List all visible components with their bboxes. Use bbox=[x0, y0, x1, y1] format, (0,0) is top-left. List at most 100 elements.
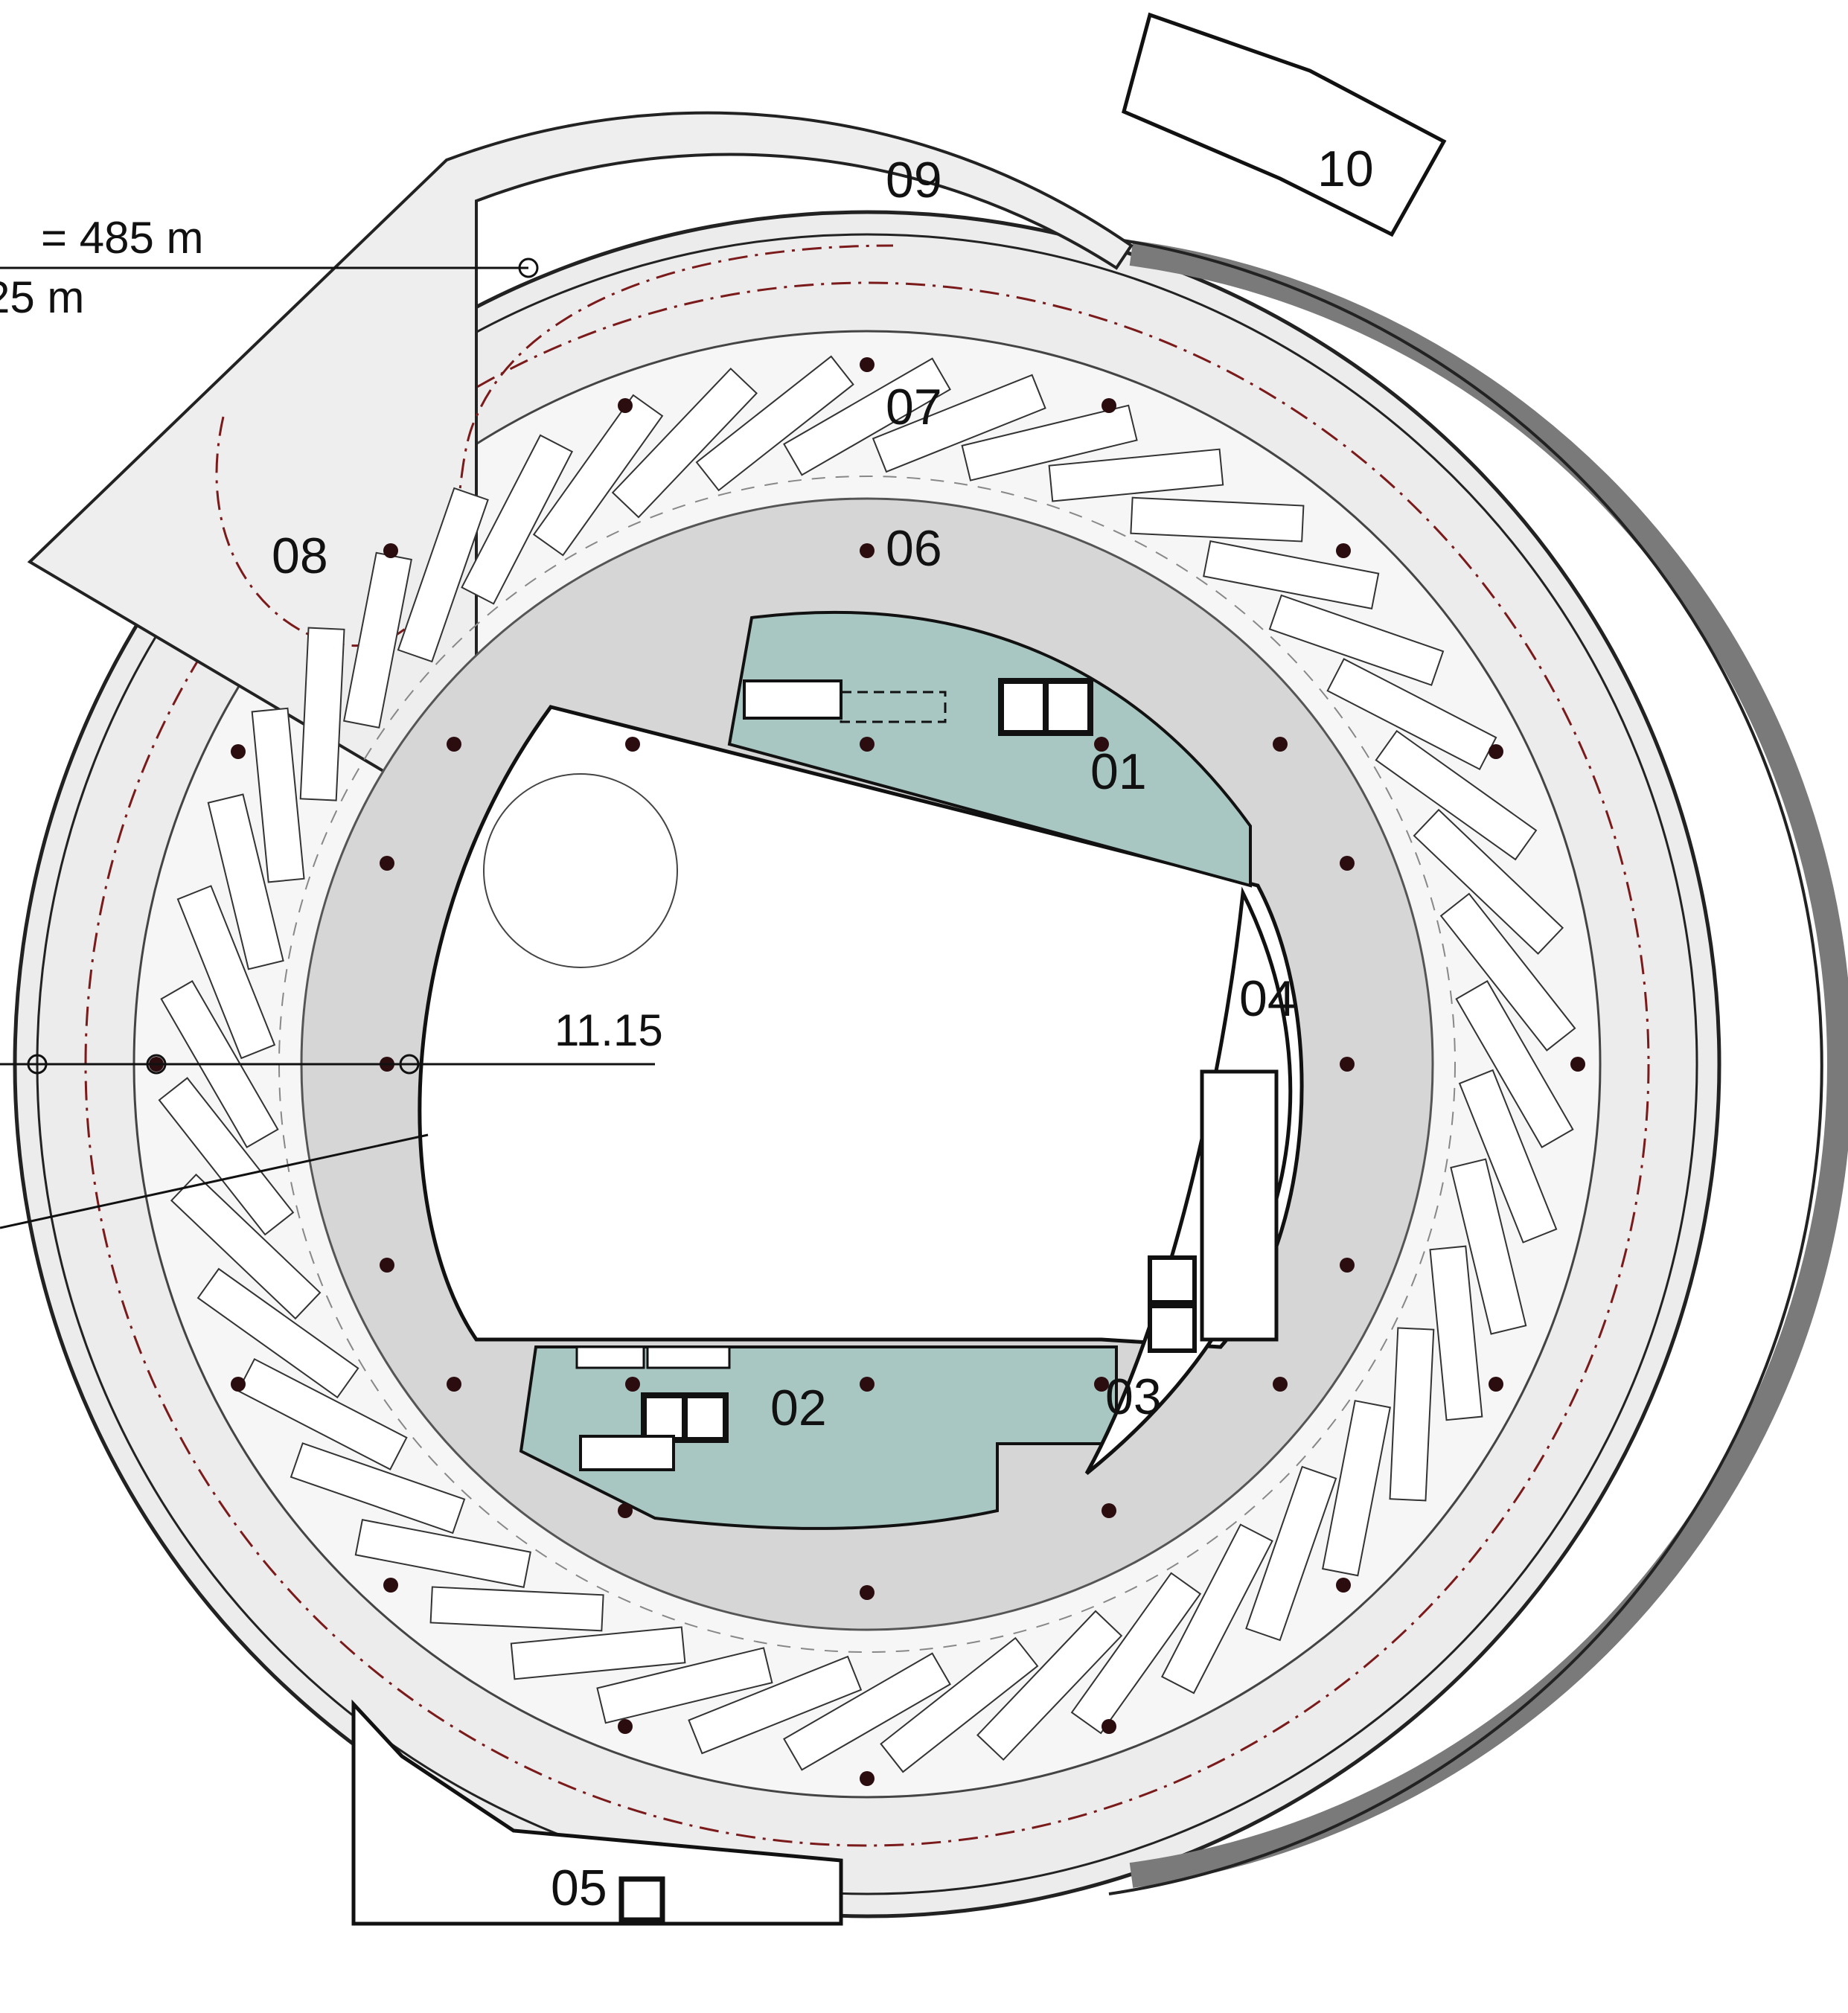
section-lines bbox=[0, 257, 655, 1229]
column bbox=[1273, 1377, 1288, 1392]
parking-bay bbox=[1160, 1523, 1273, 1694]
parking-bay bbox=[872, 374, 1046, 473]
parking-bay bbox=[1322, 1400, 1391, 1577]
parking-bay bbox=[961, 404, 1138, 481]
upper-ramp-sector bbox=[27, 111, 1134, 829]
column bbox=[1570, 1057, 1585, 1072]
annotation-top: = 485 m bbox=[41, 213, 203, 263]
room-label-02: 02 bbox=[770, 1380, 827, 1436]
parking-bay bbox=[783, 357, 951, 476]
column bbox=[860, 1585, 875, 1600]
stair-icon bbox=[575, 1345, 731, 1471]
stair-icon bbox=[743, 679, 947, 723]
parking-bay bbox=[1413, 808, 1564, 956]
parking-bay bbox=[880, 1636, 1039, 1773]
elevator-icon bbox=[998, 678, 1093, 736]
column bbox=[860, 543, 875, 558]
parking-bay bbox=[1245, 1465, 1337, 1642]
parking-bay bbox=[1375, 729, 1538, 861]
service-block-05 bbox=[351, 1699, 843, 1926]
parking-bay bbox=[158, 1077, 295, 1236]
room-label-01: 01 bbox=[1090, 743, 1147, 800]
column-marker-icon bbox=[146, 1054, 167, 1075]
elevator-icon bbox=[641, 1392, 729, 1443]
parking-bay bbox=[532, 394, 664, 557]
annotation-second: 25 m bbox=[0, 272, 84, 322]
parking-bay bbox=[510, 1626, 686, 1680]
column bbox=[625, 737, 640, 752]
parking-bay bbox=[299, 627, 345, 801]
outer-wall-band-edge bbox=[1108, 237, 1823, 1895]
column bbox=[231, 744, 246, 759]
column bbox=[1489, 1377, 1503, 1392]
parking-bay bbox=[611, 367, 758, 519]
room-label-06: 06 bbox=[886, 520, 942, 577]
column bbox=[618, 398, 633, 413]
column bbox=[1094, 737, 1109, 752]
column bbox=[383, 1578, 398, 1593]
elevator-icon bbox=[618, 1876, 665, 1923]
column bbox=[618, 1719, 633, 1734]
service-room-03 bbox=[1148, 1069, 1279, 1353]
column-marker-icon bbox=[399, 1054, 420, 1075]
column bbox=[1102, 1719, 1116, 1734]
column bbox=[1273, 737, 1288, 752]
parking-bay bbox=[290, 1442, 466, 1534]
parking-bay bbox=[976, 1610, 1123, 1761]
column bbox=[1102, 398, 1116, 413]
parking-bay bbox=[196, 1267, 359, 1399]
parking-bay bbox=[688, 1655, 863, 1755]
column bbox=[625, 1377, 640, 1392]
room-label-04: 04 bbox=[1239, 970, 1296, 1027]
parking-bay bbox=[783, 1652, 951, 1771]
void-circle bbox=[483, 773, 678, 968]
column bbox=[1340, 1057, 1355, 1072]
parking-bay bbox=[354, 1519, 531, 1588]
room-label-09: 09 bbox=[886, 152, 942, 208]
parking-bay bbox=[1326, 658, 1497, 771]
column bbox=[380, 1258, 394, 1273]
parking-bay bbox=[207, 793, 284, 970]
parking-bay bbox=[429, 1586, 604, 1632]
column-marker-icon bbox=[27, 1054, 48, 1075]
column bbox=[860, 1771, 875, 1786]
parking-bay bbox=[251, 707, 305, 883]
service-block-10 bbox=[1122, 12, 1447, 237]
parking-bay bbox=[1455, 980, 1574, 1148]
parking-bay bbox=[1389, 1327, 1435, 1502]
column bbox=[1094, 1377, 1109, 1392]
central-void bbox=[418, 705, 1304, 1349]
column-marker-icon bbox=[518, 257, 539, 278]
room-label-03: 03 bbox=[1105, 1369, 1162, 1425]
column bbox=[1340, 1258, 1355, 1273]
room-label-10: 10 bbox=[1317, 141, 1374, 197]
room-label-05: 05 bbox=[551, 1860, 607, 1916]
parking-bay bbox=[397, 487, 489, 663]
column bbox=[860, 737, 875, 752]
elevation-label: 11.15 bbox=[554, 1005, 663, 1055]
parking-bay bbox=[596, 1647, 773, 1724]
parking-bay bbox=[1268, 594, 1445, 686]
column bbox=[1102, 1503, 1116, 1518]
column bbox=[447, 737, 461, 752]
column bbox=[380, 856, 394, 871]
parking-bay bbox=[237, 1357, 408, 1470]
column bbox=[860, 357, 875, 372]
column bbox=[383, 543, 398, 558]
parking-bay bbox=[461, 434, 574, 605]
parking-bay bbox=[1429, 1245, 1483, 1421]
parking-bay bbox=[176, 885, 276, 1060]
parking-bay bbox=[1070, 1572, 1202, 1735]
column bbox=[231, 1377, 246, 1392]
parking-bay bbox=[1130, 496, 1305, 543]
column bbox=[860, 1377, 875, 1392]
parking-bays bbox=[158, 355, 1576, 1773]
parking-bay bbox=[695, 355, 854, 492]
core-02 bbox=[519, 1345, 1118, 1530]
parking-bay bbox=[1203, 540, 1380, 609]
columns bbox=[149, 357, 1585, 1786]
column bbox=[618, 1503, 633, 1518]
core-01 bbox=[727, 610, 1252, 888]
column bbox=[1336, 1578, 1351, 1593]
parking-bay bbox=[1458, 1069, 1558, 1244]
